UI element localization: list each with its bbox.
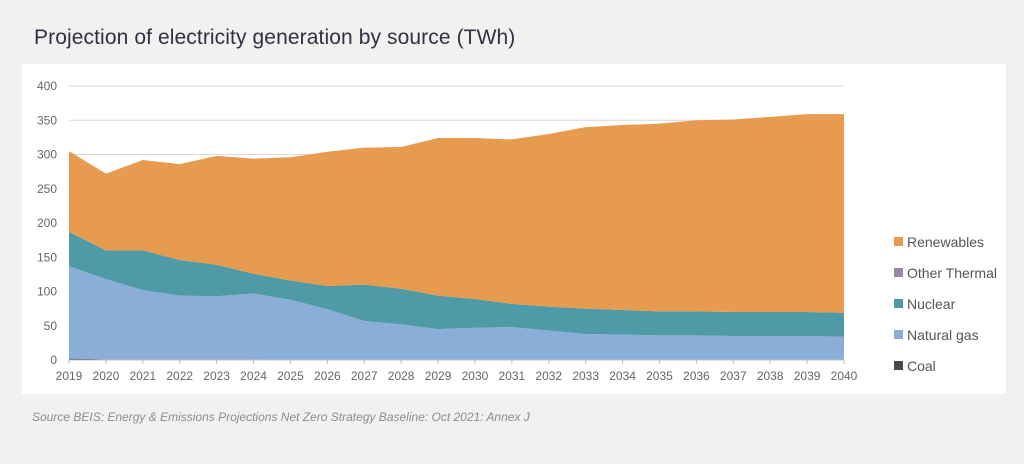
x-tick-label: 2029 bbox=[425, 369, 452, 383]
legend-swatch bbox=[894, 299, 903, 308]
page-title: Projection of electricity generation by … bbox=[34, 26, 516, 49]
legend-swatch bbox=[894, 330, 903, 339]
x-tick-label: 2037 bbox=[720, 369, 747, 383]
x-tick-label: 2039 bbox=[794, 369, 821, 383]
y-tick-label: 300 bbox=[37, 148, 57, 162]
x-tick-label: 2032 bbox=[535, 369, 562, 383]
x-tick-label: 2033 bbox=[572, 369, 599, 383]
legend-swatch bbox=[894, 268, 903, 277]
legend-swatch bbox=[894, 237, 903, 246]
y-tick-label: 50 bbox=[44, 319, 58, 333]
legend-label: Renewables bbox=[907, 233, 985, 250]
stacked-area-chart: 0 50 100 150 200 250 300 350 400 2019 2020 2021 2022… bbox=[37, 79, 858, 383]
x-tick-label: 2024 bbox=[240, 369, 267, 383]
legend-label: Coal bbox=[907, 357, 936, 374]
y-tick-label: 150 bbox=[37, 250, 57, 264]
source-note: Source BEIS: Energy & Emissions Projecti… bbox=[32, 410, 530, 424]
x-tick-label: 2027 bbox=[351, 369, 378, 383]
y-tick-label: 0 bbox=[50, 353, 57, 367]
y-tick-label: 100 bbox=[37, 285, 57, 299]
legend-item-other-thermal: Other Thermal bbox=[894, 257, 997, 288]
y-tick-label: 250 bbox=[37, 182, 57, 196]
chart-legend: Renewables Other Thermal Nuclear Natural ga… bbox=[894, 226, 997, 381]
x-tick-label: 2020 bbox=[93, 369, 120, 383]
legend-item-natural-gas: Natural gas bbox=[894, 319, 997, 350]
legend-label: Other Thermal bbox=[907, 264, 997, 281]
x-tick-label: 2025 bbox=[277, 369, 304, 383]
x-tick-label: 2040 bbox=[831, 369, 858, 383]
x-tick-label: 2023 bbox=[203, 369, 230, 383]
legend-label: Nuclear bbox=[907, 295, 956, 312]
x-tick-label: 2021 bbox=[129, 369, 156, 383]
x-tick-label: 2028 bbox=[388, 369, 415, 383]
x-tick-label: 2031 bbox=[499, 369, 526, 383]
series-area-nuclear bbox=[69, 231, 844, 337]
legend-item-nuclear: Nuclear bbox=[894, 288, 997, 319]
y-tick-label: 200 bbox=[37, 216, 57, 230]
x-tick-label: 2026 bbox=[314, 369, 341, 383]
legend-label: Natural gas bbox=[907, 326, 979, 343]
legend-swatch bbox=[894, 361, 903, 370]
chart-panel: 0 50 100 150 200 250 300 350 400 2019 2020 2021 2022… bbox=[22, 64, 1006, 394]
x-tick-label: 2034 bbox=[609, 369, 636, 383]
x-tick-label: 2036 bbox=[683, 369, 710, 383]
legend-item-renewables: Renewables bbox=[894, 226, 997, 257]
x-tick-label: 2035 bbox=[646, 369, 673, 383]
series-area-renewables bbox=[69, 114, 844, 313]
series-area-natural-gas bbox=[69, 266, 844, 360]
x-tick-label: 2022 bbox=[166, 369, 193, 383]
y-tick-label: 350 bbox=[37, 113, 57, 127]
x-tick-label: 2038 bbox=[757, 369, 784, 383]
x-tick-label: 2019 bbox=[56, 369, 83, 383]
x-tick-label: 2030 bbox=[462, 369, 489, 383]
legend-item-coal: Coal bbox=[894, 350, 997, 381]
y-tick-label: 400 bbox=[37, 79, 57, 93]
